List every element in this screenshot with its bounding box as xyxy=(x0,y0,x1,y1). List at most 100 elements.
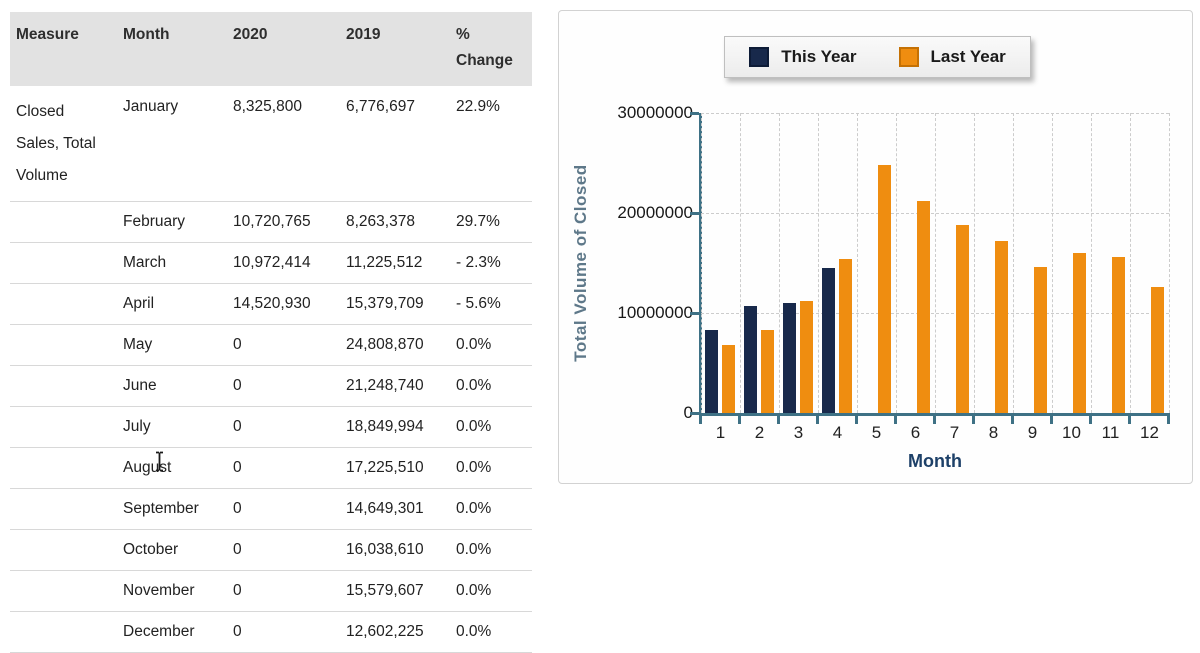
vertical-gridline xyxy=(857,113,858,413)
cell-2019: 16,038,610 xyxy=(340,529,450,571)
x-tick-mark xyxy=(933,416,936,424)
x-tick-mark xyxy=(699,416,702,424)
cell-pct-change: 0.0% xyxy=(450,447,532,489)
x-tick-mark xyxy=(855,416,858,424)
cell-pct-change: 0.0% xyxy=(450,406,532,448)
x-tick-mark xyxy=(1128,416,1131,424)
table-header: Measure Month 2020 2019 % Change xyxy=(10,12,532,86)
cell-month: August xyxy=(117,447,227,489)
cell-2019: 15,379,709 xyxy=(340,283,450,325)
table-body: Closed Sales, Total Volume January 8,325,8… xyxy=(10,86,532,653)
cell-pct-change: 0.0% xyxy=(450,611,532,653)
cell-pct-change: 22.9% xyxy=(450,86,532,202)
chart-panel: This Year Last Year Total Volume of Clos… xyxy=(558,10,1193,484)
cell-pct-change: 0.0% xyxy=(450,488,532,530)
header-pct-change: % Change xyxy=(450,12,532,86)
y-tick-label: 0 xyxy=(683,403,693,422)
cell-month: October xyxy=(117,529,227,571)
cell-2019: 8,263,378 xyxy=(340,201,450,243)
legend-item-last-year[interactable]: Last Year xyxy=(898,47,1006,67)
cell-2019: 21,248,740 xyxy=(340,365,450,407)
table-row: May 0 24,808,870 0.0% xyxy=(10,324,532,366)
y-tick-label: 30000000 xyxy=(617,103,693,122)
cell-month: January xyxy=(117,86,227,202)
bar-this-year-month-3[interactable] xyxy=(783,303,796,413)
bar-last-year-month-7[interactable] xyxy=(956,224,969,413)
cell-pct-change: 29.7% xyxy=(450,201,532,243)
cell-measure xyxy=(10,201,117,243)
bar-last-year-month-10[interactable] xyxy=(1073,252,1086,413)
x-tick-label: 5 xyxy=(871,423,882,442)
legend-label-this-year: This Year xyxy=(781,47,857,66)
chart-legend: This Year Last Year xyxy=(724,36,1031,78)
measure-table: Measure Month 2020 2019 % Change Closed … xyxy=(10,12,532,653)
bar-last-year-month-3[interactable] xyxy=(800,300,813,413)
cell-measure xyxy=(10,242,117,284)
cell-month: July xyxy=(117,406,227,448)
cell-measure xyxy=(10,447,117,489)
cell-pct-change: - 5.6% xyxy=(450,283,532,325)
x-tick-label: 9 xyxy=(1027,423,1038,442)
cell-2020: 0 xyxy=(227,447,340,489)
bar-last-year-month-9[interactable] xyxy=(1034,266,1047,413)
x-tick-label: 1 xyxy=(715,423,726,442)
bar-last-year-month-11[interactable] xyxy=(1112,257,1125,413)
bar-last-year-month-2[interactable] xyxy=(761,330,774,413)
table-row: August 0 17,225,510 0.0% xyxy=(10,447,532,489)
x-tick-mark xyxy=(1167,416,1170,424)
cell-2019: 14,649,301 xyxy=(340,488,450,530)
cell-month: December xyxy=(117,611,227,653)
x-tick-mark xyxy=(894,416,897,424)
cell-pct-change: 0.0% xyxy=(450,365,532,407)
bar-last-year-month-1[interactable] xyxy=(722,345,735,413)
vertical-gridline xyxy=(779,113,780,413)
cell-2020: 0 xyxy=(227,570,340,612)
x-tick-mark xyxy=(738,416,741,424)
cell-measure xyxy=(10,324,117,366)
cell-2019: 24,808,870 xyxy=(340,324,450,366)
bar-last-year-month-4[interactable] xyxy=(839,259,852,413)
x-tick-label: 7 xyxy=(949,423,960,442)
bar-last-year-month-6[interactable] xyxy=(917,200,930,413)
table-row: December 0 12,602,225 0.0% xyxy=(10,611,532,653)
cell-month: June xyxy=(117,365,227,407)
bar-this-year-month-4[interactable] xyxy=(822,267,835,413)
bar-this-year-month-1[interactable] xyxy=(705,329,718,413)
cell-month: March xyxy=(117,242,227,284)
cell-measure xyxy=(10,529,117,571)
cell-2020: 0 xyxy=(227,406,340,448)
cell-pct-change: 0.0% xyxy=(450,324,532,366)
vertical-gridline xyxy=(818,113,819,413)
bar-last-year-month-12[interactable] xyxy=(1151,286,1164,413)
cell-month: February xyxy=(117,201,227,243)
vertical-gridline xyxy=(935,113,936,413)
x-tick-label: 6 xyxy=(910,423,921,442)
legend-item-this-year[interactable]: This Year xyxy=(749,47,857,67)
table-row: Closed Sales, Total Volume January 8,325,8… xyxy=(10,86,532,202)
vertical-gridline xyxy=(1052,113,1053,413)
this-year-swatch-icon xyxy=(749,47,770,67)
last-year-swatch-icon xyxy=(898,47,919,67)
header-month: Month xyxy=(117,12,227,86)
vertical-gridline xyxy=(1130,113,1131,413)
bar-last-year-month-5[interactable] xyxy=(878,164,891,413)
vertical-gridline xyxy=(1013,113,1014,413)
table-row: October 0 16,038,610 0.0% xyxy=(10,529,532,571)
bar-last-year-month-8[interactable] xyxy=(995,240,1008,413)
y-axis-title: Total Volume of Closed xyxy=(571,164,590,362)
table-row: June 0 21,248,740 0.0% xyxy=(10,365,532,407)
vertical-gridline xyxy=(974,113,975,413)
header-measure: Measure xyxy=(10,12,117,86)
bar-this-year-month-2[interactable] xyxy=(744,305,757,413)
plot-area xyxy=(701,113,1170,413)
vertical-gridline xyxy=(1169,113,1170,413)
y-tick-mark xyxy=(690,212,699,215)
cell-month: November xyxy=(117,570,227,612)
header-2020: 2020 xyxy=(227,12,340,86)
table-row: November 0 15,579,607 0.0% xyxy=(10,570,532,612)
cell-2019: 12,602,225 xyxy=(340,611,450,653)
cell-2020: 10,720,765 xyxy=(227,201,340,243)
x-tick-label: 4 xyxy=(832,423,843,442)
y-tick-mark xyxy=(690,112,699,115)
cell-measure: Closed Sales, Total Volume xyxy=(10,86,117,202)
